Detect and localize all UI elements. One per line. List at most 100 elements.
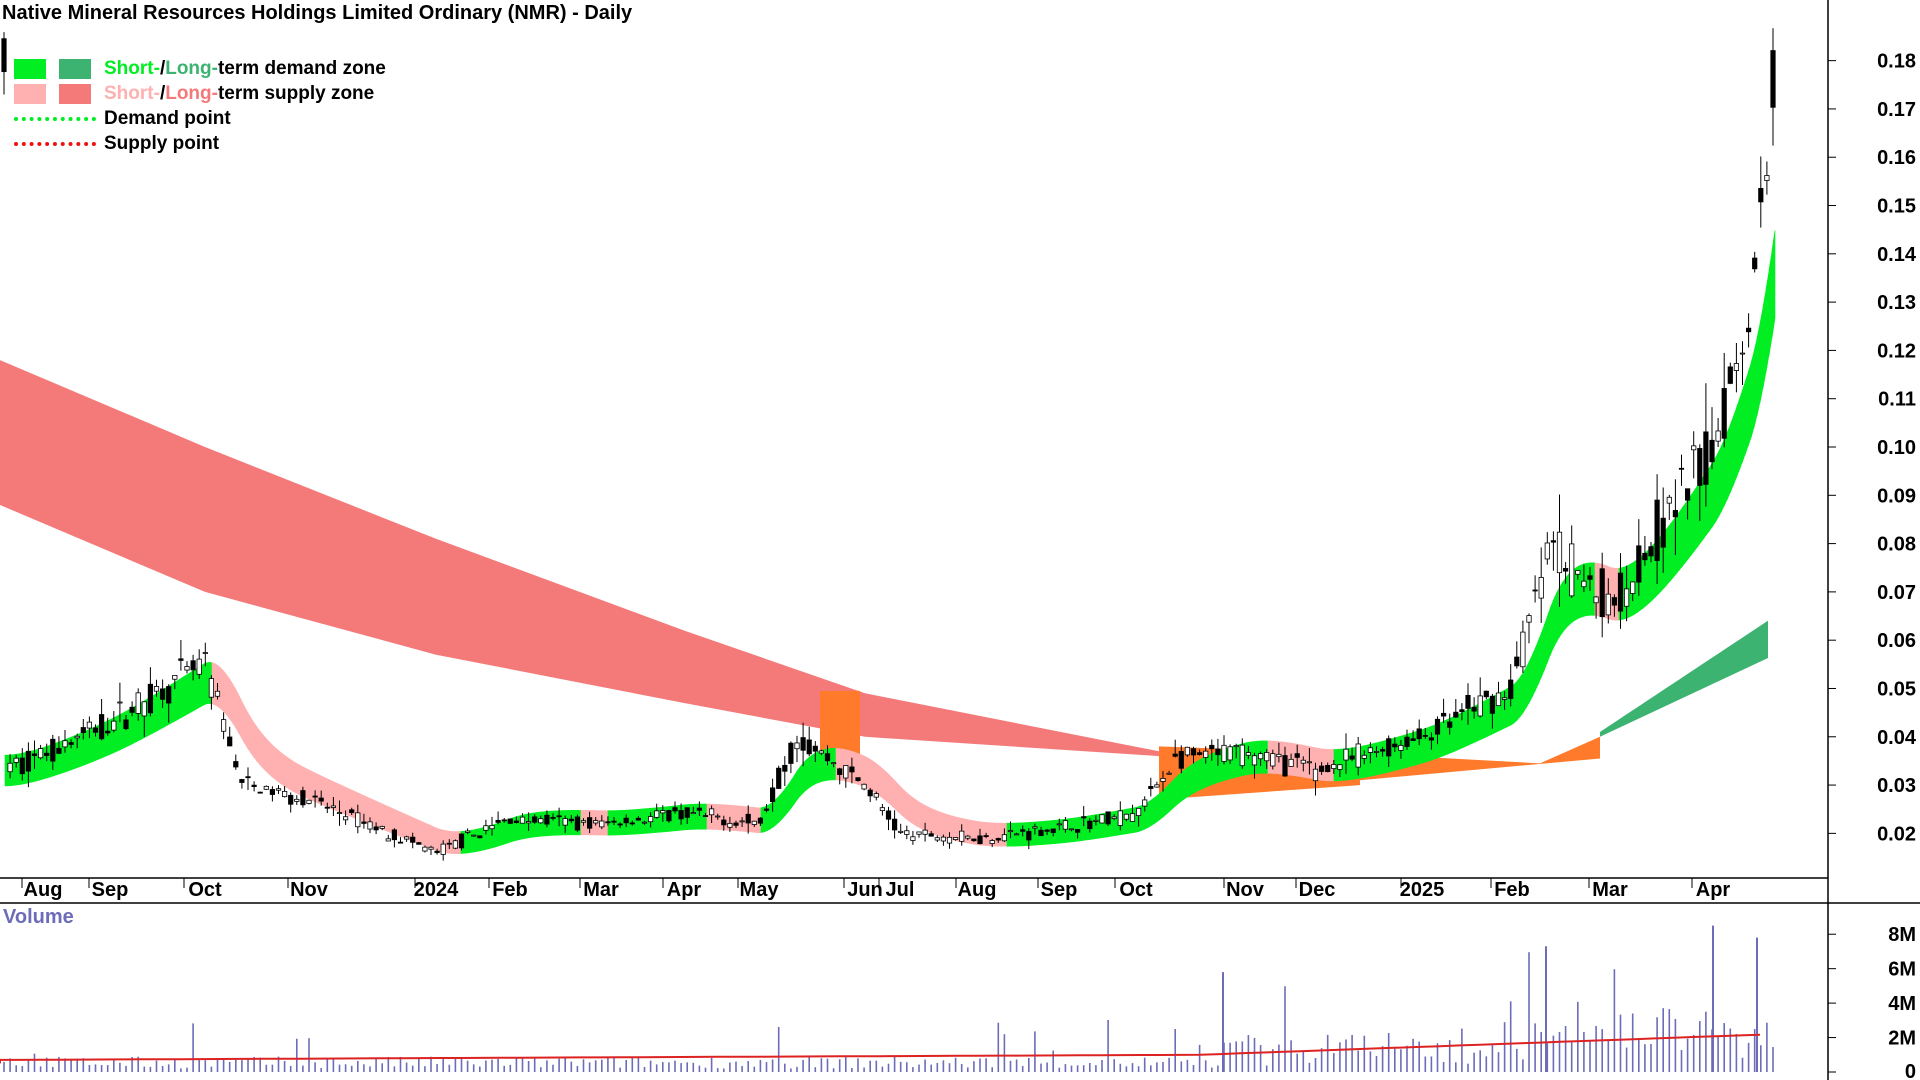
- candle-body: [422, 846, 428, 852]
- short-term-zone-segment: [154, 692, 159, 733]
- short-term-zone-segment: [1681, 503, 1686, 568]
- candle-body: [1062, 820, 1068, 830]
- short-term-zone-segment: [781, 788, 786, 820]
- candle-body: [1764, 175, 1770, 181]
- candle-body: [1331, 764, 1337, 769]
- candle-body: [617, 823, 623, 826]
- candle-body: [526, 821, 532, 824]
- short-term-zone-segment: [250, 717, 255, 759]
- candle-body: [599, 820, 605, 828]
- candle-body: [1111, 816, 1117, 819]
- candle-body: [397, 841, 404, 844]
- short-term-zone-segment: [952, 815, 957, 842]
- short-term-zone-segment: [553, 810, 558, 836]
- short-term-zone-segment: [916, 800, 921, 829]
- candle-body: [220, 719, 227, 732]
- short-term-zone-segment: [427, 823, 432, 849]
- candle-body: [690, 812, 696, 815]
- candle-body: [373, 826, 379, 831]
- x-tick-label: May: [740, 879, 780, 901]
- short-term-zone-segment: [364, 795, 369, 824]
- candle-body: [1630, 581, 1636, 594]
- candle-body: [1575, 570, 1581, 575]
- candle-body: [1550, 540, 1556, 543]
- candle-body: [80, 727, 86, 734]
- short-term-zone-segment: [418, 819, 423, 846]
- short-term-zone-segment: [58, 740, 63, 775]
- short-term-zone-segment: [241, 701, 246, 745]
- short-term-zone-segment: [1528, 655, 1533, 704]
- short-term-zone-segment: [433, 826, 438, 852]
- short-term-zone-segment: [1147, 799, 1152, 829]
- candle-body: [1587, 575, 1593, 580]
- candle-body: [336, 812, 343, 815]
- short-term-zone-segment: [46, 744, 51, 779]
- x-tick-label: Jul: [886, 879, 915, 901]
- candle-body: [971, 838, 977, 842]
- candle-body: [1733, 363, 1739, 371]
- candle-body: [1654, 499, 1660, 561]
- short-term-zone-segment: [328, 779, 333, 810]
- short-term-zone-segment: [1591, 562, 1596, 616]
- short-term-zone-segment: [928, 806, 933, 834]
- short-term-zone-segment: [877, 764, 882, 798]
- candle-body: [1020, 829, 1026, 832]
- candle-body: [1666, 496, 1672, 504]
- candle-body: [965, 835, 971, 839]
- y-tick-label: 0.08: [1877, 534, 1916, 556]
- short-term-zone-segment: [994, 822, 999, 847]
- candle-body: [306, 799, 312, 804]
- short-term-zone-segment: [1531, 648, 1536, 698]
- candle-body: [50, 738, 56, 762]
- x-tick-label: Apr: [1696, 879, 1731, 901]
- candle-body: [1770, 50, 1776, 108]
- short-term-zone-segment: [571, 810, 576, 836]
- short-term-zone-segment: [1180, 769, 1185, 803]
- candle-body: [1300, 759, 1306, 764]
- candle-body: [275, 788, 282, 791]
- y-tick-label: 0.02: [1877, 823, 1916, 845]
- short-term-zone-segment: [1768, 251, 1773, 356]
- legend-demand-short: Short-: [104, 57, 160, 79]
- candle-body: [1142, 799, 1148, 807]
- short-term-zone-segment: [1468, 707, 1473, 746]
- candle-body: [1264, 752, 1270, 762]
- candle-body: [1605, 593, 1611, 616]
- volume-tick-label: 0: [1905, 1061, 1916, 1080]
- short-term-zone-segment: [1153, 795, 1158, 825]
- candle-body: [1691, 445, 1697, 451]
- candle-body: [1288, 758, 1294, 767]
- short-term-zone-segment: [502, 819, 507, 845]
- short-term-zone-segment: [220, 667, 225, 713]
- candle-body: [1349, 755, 1355, 760]
- candle-body: [916, 831, 922, 835]
- candle-body: [550, 817, 556, 819]
- candle-body: [31, 753, 38, 756]
- short-term-zone-segment: [1165, 784, 1170, 816]
- candle-body: [1544, 542, 1550, 560]
- short-term-zone-segment: [85, 729, 90, 765]
- short-term-zone-segment: [901, 787, 906, 819]
- short-term-zone-segment: [385, 805, 390, 833]
- candle-body: [654, 810, 660, 818]
- short-term-zone-segment: [907, 793, 912, 824]
- candle-body: [92, 727, 99, 733]
- candle-body: [898, 830, 904, 833]
- candle-body: [1105, 811, 1111, 825]
- candle-body: [123, 719, 129, 730]
- short-term-zone-segment: [913, 797, 918, 827]
- short-term-zone-segment: [403, 813, 408, 840]
- short-term-zone-segment: [235, 688, 240, 735]
- candle-body: [141, 701, 147, 717]
- short-term-zone-segment: [847, 749, 852, 783]
- short-term-zone-segment: [388, 806, 393, 834]
- candle-body: [1117, 810, 1123, 826]
- candle-body: [1093, 819, 1099, 822]
- short-term-zone-segment: [1297, 743, 1302, 778]
- candle-body: [910, 836, 916, 841]
- short-term-zone-segment: [1579, 563, 1584, 619]
- candle-body: [782, 764, 788, 772]
- candle-body: [1050, 828, 1056, 833]
- short-term-zone-segment: [862, 755, 867, 788]
